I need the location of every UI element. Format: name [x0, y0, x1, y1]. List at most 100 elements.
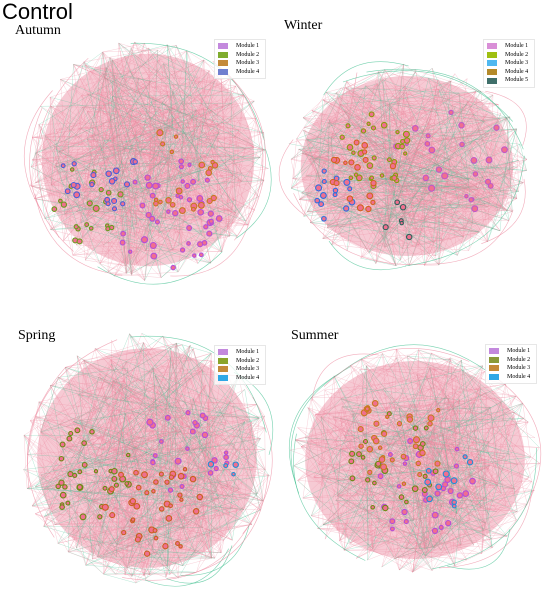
network-edge	[333, 375, 340, 541]
network-node	[321, 215, 327, 222]
network-edge	[166, 545, 233, 584]
network-edge	[454, 503, 528, 566]
network-edge	[432, 447, 537, 570]
network-edge	[348, 120, 467, 184]
network-node	[152, 182, 160, 190]
network-node	[402, 461, 408, 466]
network-edge	[344, 548, 420, 551]
network-node	[401, 481, 407, 487]
network-edge	[363, 132, 524, 183]
network-edge	[85, 42, 135, 261]
network-edge	[331, 244, 436, 257]
network-edge	[327, 191, 519, 228]
network-node	[150, 459, 156, 466]
network-node	[330, 156, 338, 164]
network-edge	[336, 72, 358, 200]
network-node	[424, 478, 432, 486]
network-edge	[290, 366, 351, 494]
network-edge	[40, 442, 210, 476]
network-edge	[456, 113, 474, 174]
network-node	[208, 218, 214, 224]
network-node	[501, 146, 508, 154]
network-edge	[438, 490, 533, 569]
network-edge	[64, 135, 174, 215]
network-node	[399, 203, 407, 211]
network-edge	[485, 166, 518, 182]
network-node	[149, 215, 156, 222]
network-node	[145, 211, 152, 219]
network-edge	[148, 225, 238, 237]
network-edge	[35, 78, 231, 184]
network-edge	[23, 469, 69, 552]
network-edge	[134, 100, 255, 199]
network-edge	[30, 415, 265, 421]
network-edge	[34, 193, 123, 276]
network-edge	[221, 209, 233, 252]
legend-label: Module 2	[236, 51, 260, 58]
network-edge	[66, 447, 240, 490]
network-edge	[350, 365, 474, 546]
network-edge	[99, 263, 127, 274]
network-edge	[163, 63, 213, 112]
network-node	[59, 441, 66, 448]
network-node	[428, 184, 436, 192]
network-edge	[114, 271, 179, 277]
network-edge	[339, 182, 524, 228]
network-node	[389, 162, 397, 170]
network-node	[450, 477, 458, 485]
network-edge	[124, 77, 139, 149]
network-edge	[64, 132, 264, 215]
network-edge	[113, 74, 159, 164]
network-edge	[76, 449, 133, 549]
network-edge	[341, 353, 383, 407]
network-edge	[522, 403, 531, 458]
network-edge	[319, 349, 397, 465]
network-edge	[433, 205, 460, 243]
network-edge	[114, 196, 178, 277]
network-edge	[174, 81, 215, 151]
network-edge	[492, 519, 517, 548]
network-node	[403, 137, 411, 144]
network-edge	[109, 138, 202, 144]
network-edge	[134, 497, 219, 520]
network-edge	[346, 81, 419, 202]
network-edge	[481, 178, 526, 244]
network-node	[391, 174, 398, 181]
network-edge	[181, 430, 209, 476]
network-edge	[421, 427, 434, 493]
network-node	[125, 452, 131, 458]
network-edge	[483, 463, 540, 531]
network-edge	[447, 529, 510, 570]
network-edge	[134, 389, 245, 493]
network-edge	[320, 416, 323, 478]
network-edge	[94, 348, 233, 508]
network-node	[109, 512, 116, 519]
network-edge	[182, 557, 212, 566]
network-edge	[306, 139, 336, 171]
network-node	[210, 194, 217, 202]
network-edge	[299, 116, 511, 200]
network-edge	[103, 572, 197, 575]
network-node	[199, 412, 206, 419]
network-edge	[390, 128, 517, 187]
network-edge	[475, 140, 527, 171]
legend-swatch	[218, 375, 228, 382]
network-edge	[46, 487, 117, 575]
network-edge	[476, 116, 511, 190]
network-edge	[85, 565, 197, 573]
network-edge	[30, 73, 103, 168]
network-edge	[114, 148, 126, 190]
legend-item: Module 4	[218, 68, 259, 77]
legend-item: Module 2	[489, 356, 530, 365]
network-edge	[298, 149, 403, 187]
network-node	[441, 172, 449, 180]
network-edge	[88, 427, 266, 532]
network-edge	[196, 94, 244, 111]
network-edge	[110, 224, 248, 235]
network-edge	[180, 524, 250, 576]
network-edge	[331, 136, 430, 171]
network-edge	[429, 146, 440, 266]
network-edge	[150, 117, 154, 164]
network-edge	[23, 435, 125, 543]
network-node	[60, 163, 66, 169]
